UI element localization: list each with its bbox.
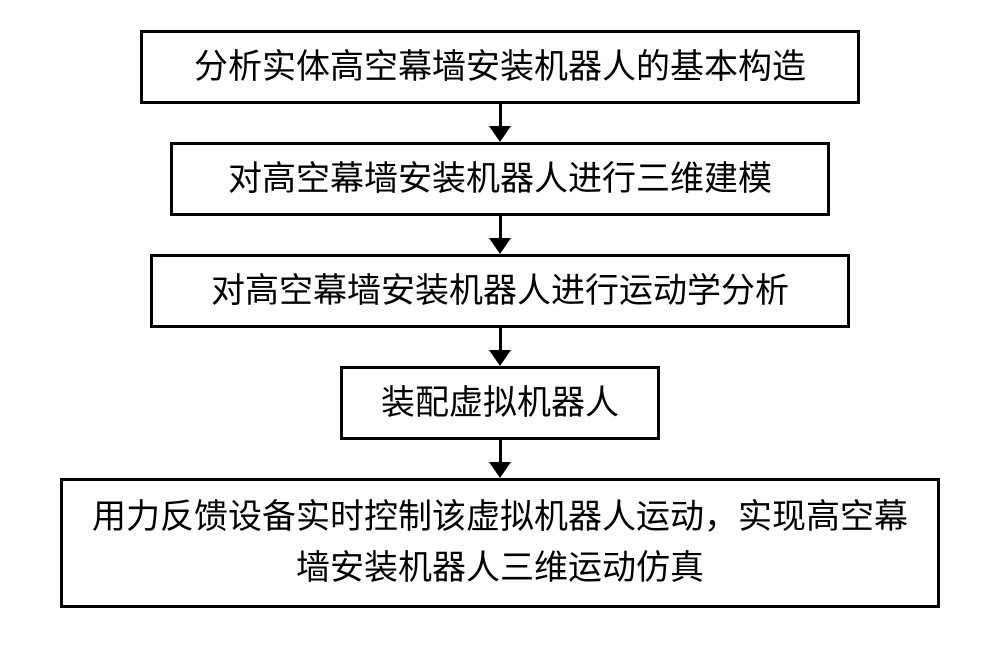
flowchart-step-5: 用力反馈设备实时控制该虚拟机器人运动，实现高空幕墙安装机器人三维运动仿真 <box>60 478 940 608</box>
arrow-head-icon <box>489 462 511 478</box>
arrow-head-icon <box>489 350 511 366</box>
arrow-line <box>499 440 502 462</box>
flowchart-step-label: 对高空幕墙安装机器人进行运动学分析 <box>211 266 789 317</box>
flowchart-arrow <box>489 440 511 478</box>
arrow-line <box>499 104 502 126</box>
flowchart-step-label: 装配虚拟机器人 <box>381 378 619 429</box>
flowchart-step-label: 用力反馈设备实时控制该虚拟机器人运动，实现高空幕墙安装机器人三维运动仿真 <box>91 492 909 594</box>
flowchart-step-3: 对高空幕墙安装机器人进行运动学分析 <box>150 254 850 328</box>
flowchart-step-label: 对高空幕墙安装机器人进行三维建模 <box>228 154 772 205</box>
flowchart-arrow <box>489 328 511 366</box>
flowchart-step-4: 装配虚拟机器人 <box>340 366 660 440</box>
flowchart-arrow <box>489 104 511 142</box>
arrow-line <box>499 216 502 238</box>
arrow-line <box>499 328 502 350</box>
flowchart-container: 分析实体高空幕墙安装机器人的基本构造对高空幕墙安装机器人进行三维建模对高空幕墙安… <box>60 30 940 608</box>
flowchart-arrow <box>489 216 511 254</box>
flowchart-step-1: 分析实体高空幕墙安装机器人的基本构造 <box>140 30 860 104</box>
arrow-head-icon <box>489 126 511 142</box>
arrow-head-icon <box>489 238 511 254</box>
flowchart-step-2: 对高空幕墙安装机器人进行三维建模 <box>170 142 830 216</box>
flowchart-step-label: 分析实体高空幕墙安装机器人的基本构造 <box>194 42 806 93</box>
